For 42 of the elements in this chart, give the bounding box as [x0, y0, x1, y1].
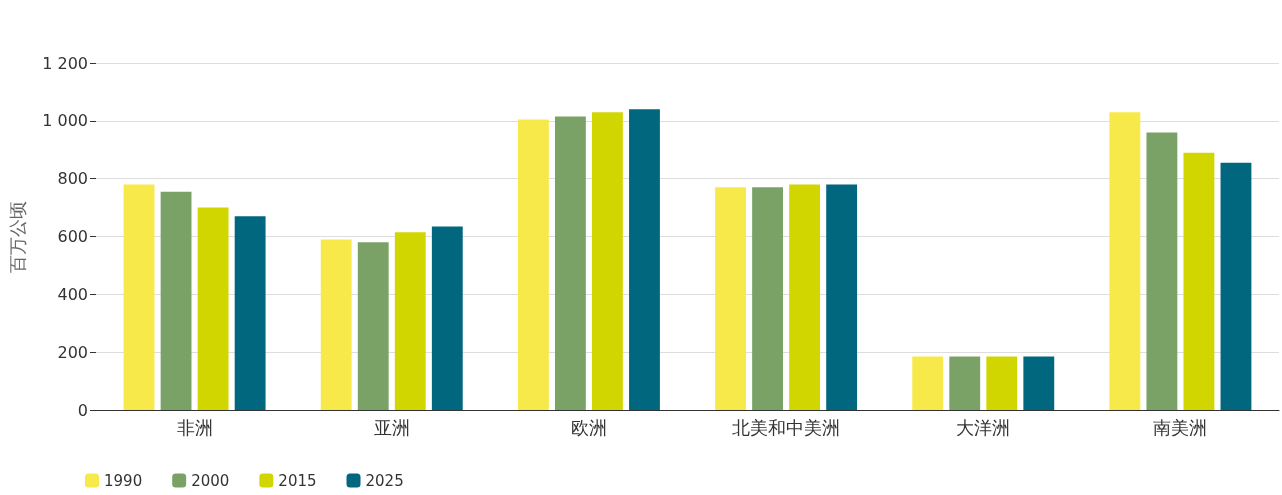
y-tick-label: 1 000: [42, 111, 88, 131]
x-tick-label: 大洋洲: [956, 416, 1011, 438]
bar: [123, 184, 155, 410]
y-tick-label: 1 200: [42, 53, 88, 73]
bar: [357, 242, 389, 410]
bar: [592, 112, 623, 410]
bar: [789, 184, 821, 410]
bar: [197, 207, 229, 410]
legend-label: 2015: [278, 471, 317, 490]
y-tick-label: 600: [57, 227, 88, 246]
bar: [1220, 162, 1252, 410]
x-tick-label: 南美洲: [1153, 416, 1208, 438]
legend-label: 2000: [191, 471, 230, 490]
bar: [752, 187, 783, 410]
x-tick-label: 欧洲: [570, 416, 607, 438]
x-tick-label: 亚洲: [373, 416, 410, 438]
y-tick-label: 0: [77, 400, 88, 420]
bar: [1109, 112, 1141, 410]
bar: [629, 109, 660, 410]
bar: [1183, 152, 1215, 410]
bar: [320, 239, 352, 410]
bar: [715, 187, 746, 410]
bar: [431, 226, 463, 410]
bar: [517, 119, 549, 410]
x-tick-label: 北美和中美洲: [732, 416, 841, 438]
legend-label: 2025: [365, 471, 404, 490]
bar: [554, 116, 586, 410]
y-tick-label: 400: [57, 284, 88, 304]
bar: [986, 356, 1018, 410]
bar: [160, 191, 192, 410]
bar: [234, 216, 266, 410]
bar: [1023, 356, 1055, 410]
y-tick-label: 800: [57, 169, 88, 189]
y-axis-title: 百万公顷: [6, 200, 28, 273]
bar: [826, 184, 858, 410]
legend-label: 1990: [104, 471, 143, 490]
bar: [1146, 132, 1178, 410]
y-tick-label: 200: [57, 342, 88, 362]
bar: [912, 356, 944, 410]
x-tick-label: 非洲: [176, 416, 213, 438]
bar: [394, 232, 426, 410]
bar: [949, 356, 981, 410]
